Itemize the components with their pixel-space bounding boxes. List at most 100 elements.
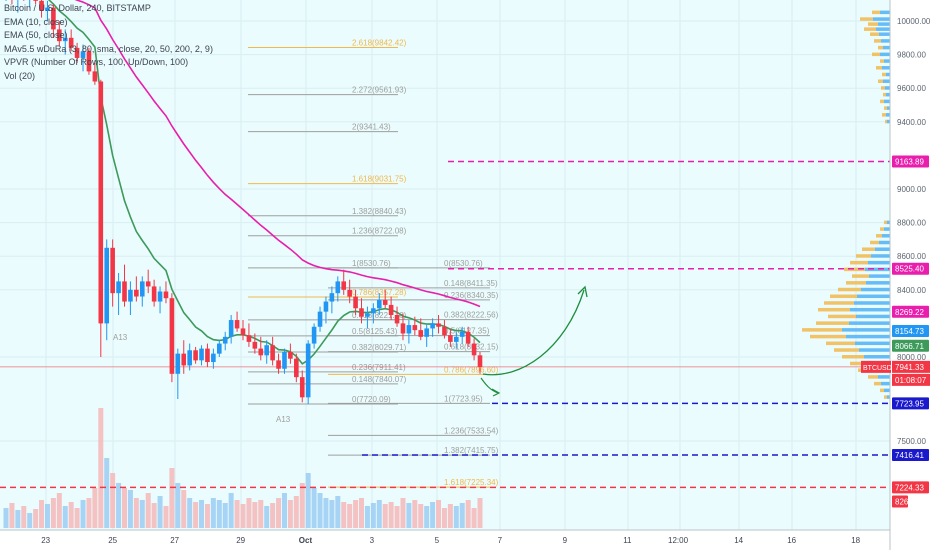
level-tag [892,305,929,318]
vpvr-bar-down [828,314,856,319]
legend-volume[interactable]: Vol (20) [4,70,36,81]
legend-mav[interactable]: MAv5.5 wDuRa (3, 80, sma, close, 20, 50,… [4,43,213,54]
volume-bar [27,513,33,528]
candle-body [199,348,204,361]
volume-bar [98,408,104,528]
volume-bar [116,483,122,528]
price-tick-label: 8000.00 [897,353,926,362]
candle-body [477,355,483,367]
volume-bar [222,503,228,528]
legend-ema10[interactable]: EMA (10, close) [4,16,68,27]
volume-bar [317,493,323,528]
volume-bar [400,498,406,528]
candle-body [51,7,56,30]
vpvr-bar-down [870,32,879,36]
fib-ext-label: 1.236(8722.08) [352,227,407,236]
vpvr-bar-down [862,247,875,251]
volume-bar [459,503,465,528]
vpvr-bar-up [882,66,890,70]
projection-down-arrow [480,377,499,394]
candle-body [187,350,192,366]
volume-bar [465,500,471,528]
volume-bar [388,502,394,528]
candle-body [406,325,412,334]
last-price-tag-text: 7941.33 [895,363,924,372]
price-axis-background [890,0,932,550]
vpvr-bar-up [884,388,890,393]
candle-body [128,289,133,302]
candle-body [258,348,264,356]
vpvr-bar-down [883,92,886,97]
volume-bar [436,500,442,528]
volume-bar [157,496,163,528]
fib-ret-label: 0(8530.76) [444,259,483,268]
fib-ext-label: 0.382(8029.71) [352,343,407,352]
legend: Bitcoin / U.S. Dollar, 240, BITSTAMP EMA… [4,2,213,83]
price-tick-label: 8400.00 [897,286,926,295]
annotation-a13: A13 [276,415,291,424]
time-tick-label: 29 [236,536,245,545]
vpvr-bar-down [816,321,849,325]
candle-body [110,247,115,294]
volume-bar [364,506,370,528]
volume-bar [305,473,311,528]
volume-bar [145,493,151,528]
level-tag [892,449,929,462]
time-tick-label: 27 [170,536,179,545]
vpvr-bar-up [884,99,890,104]
fib-ext-label: 2(9341.43) [352,123,391,132]
volume-bar [216,500,222,528]
volume-bar [406,503,412,528]
candle-body [222,336,228,344]
vpvr-bar-down [868,22,878,26]
vpvr-bar-up [842,328,890,332]
volume-bar [323,498,329,528]
candle-body [246,335,252,342]
vpvr-bar-up [887,119,890,124]
vpvr-bar-up [849,321,890,325]
vpvr-bar-down [826,341,855,346]
candle-body [412,325,418,331]
volume-bar [39,500,45,528]
legend-vpvr[interactable]: VPVR (Number Of Rows, 100, Up/Down, 100) [4,57,189,67]
volume-bar [133,498,139,528]
level-tag [892,325,929,338]
level-tag [892,339,929,352]
volume-bar [110,473,116,528]
vpvr-bar-up [865,267,890,272]
price-tick-label: 9400.00 [897,118,926,127]
volume-bar [86,498,92,528]
vpvr-bar-up [887,106,890,110]
candle-body [335,281,341,294]
candle-body [145,281,151,287]
vpvr-bar-down [838,287,861,292]
level-tag-text: 9163.89 [895,157,924,166]
candle-body [264,345,269,356]
vpvr-bar-up [886,113,890,117]
vpvr-bar-down [882,72,886,77]
time-tick-label: 12:00 [668,536,689,545]
vpvr-bar-up [864,355,890,359]
candle-body [436,323,441,327]
volume-bar [151,503,157,528]
fib-ret-label: 1.236(7533.54) [444,426,499,435]
vpvr-bar-down [882,113,886,117]
level-tag-text: 7723.95 [895,399,924,408]
vpvr-bar-down [850,361,868,366]
level-tag-text: 7224.33 [895,483,924,492]
fib-ext-label: 1(8530.76) [352,259,391,268]
legend-ema50[interactable]: EMA (50, close) [4,30,68,40]
volume-bar [329,500,335,528]
candle-body [181,353,187,366]
time-tick-label: 14 [734,536,743,545]
fib-ext-label: 0.618(8221.16) [352,311,407,320]
vpvr-bar-down [830,294,857,299]
vpvr-bar-up [887,220,890,225]
projection-up-arrowhead [577,285,588,298]
time-tick-label: 5 [435,536,440,545]
vpvr-bar-up [859,348,890,352]
volume-bar [3,508,9,528]
vpvr-bar-down [856,254,871,258]
volume-bar [471,508,477,528]
